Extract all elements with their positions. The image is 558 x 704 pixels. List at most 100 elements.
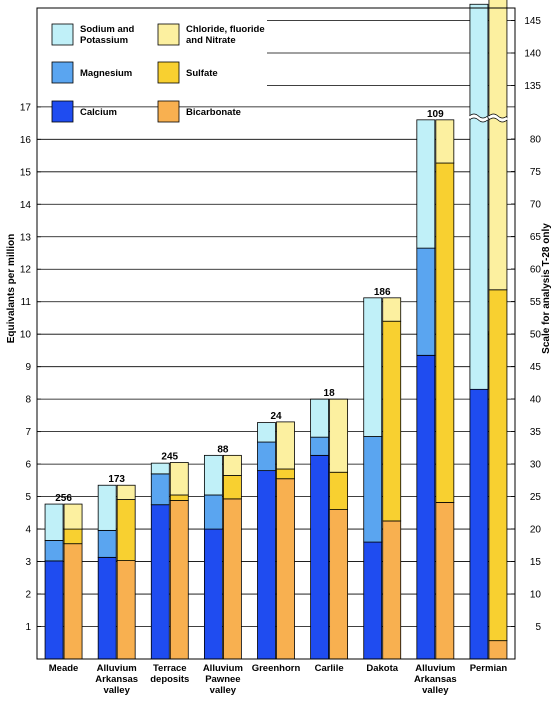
analysis-number-label: 24 xyxy=(270,411,282,422)
y2-tick-label: 35 xyxy=(530,427,542,438)
cation-bar-sodium-and-potassium xyxy=(150,462,170,475)
analysis-number-label: 245 xyxy=(161,451,178,462)
anion-bar-chloride-fluoride-and-nitrate xyxy=(222,454,242,476)
scale-break-mask xyxy=(468,114,489,122)
y2-tick-label: 25 xyxy=(530,492,542,503)
legend-label: Calcium xyxy=(80,107,117,118)
anion-bar-chloride-fluoride-and-nitrate xyxy=(435,119,455,164)
cation-bar-calcium xyxy=(257,470,276,660)
y2-tick-label: 65 xyxy=(530,232,542,243)
y-tick-label: 11 xyxy=(21,297,32,308)
cation-bar-calcium xyxy=(97,556,117,660)
anion-bar-chloride-fluoride-and-nitrate xyxy=(276,421,295,470)
category-label: Arkansas xyxy=(414,674,457,685)
y-tick-label: 13 xyxy=(20,232,32,243)
anion-bar-chloride-fluoride-and-nitrate xyxy=(63,503,83,530)
y2-tick-label: 40 xyxy=(530,395,542,406)
anion-bar-bicarbonate xyxy=(116,560,136,660)
legend-label: and Nitrate xyxy=(186,35,236,46)
legend-label: Magnesium xyxy=(80,68,132,79)
y2-tick-label: 75 xyxy=(530,167,542,178)
y-tick-label: 3 xyxy=(25,557,31,568)
scale-break-line xyxy=(488,117,508,123)
cation-bar-magnesium xyxy=(44,540,64,562)
anion-bar-bicarbonate xyxy=(382,520,402,660)
cation-bar-calcium xyxy=(363,541,383,660)
cation-bar-calcium xyxy=(44,560,64,660)
anion-bar-chloride-fluoride-and-nitrate xyxy=(382,297,402,322)
analysis-number-label: 88 xyxy=(217,444,229,455)
category-label: valley xyxy=(422,685,449,696)
legend-label: Chloride, fluoride xyxy=(186,24,265,35)
cation-bar-sodium-and-potassium xyxy=(310,398,330,438)
anion-bar-sulfate xyxy=(329,471,349,510)
category-label: Alluvium xyxy=(415,663,455,674)
anion-bar-bicarbonate xyxy=(169,500,189,660)
y2-tick-label: 10 xyxy=(530,590,542,601)
anion-bar-chloride-fluoride-and-nitrate xyxy=(169,462,189,496)
bar-labels: 256Meade173AlluviumArkansasvalley245Terr… xyxy=(49,109,508,696)
y-axis-title: Equivalants per million xyxy=(6,234,17,343)
y2-tick-label: 70 xyxy=(530,200,542,211)
category-label: Dakota xyxy=(366,663,398,674)
legend-swatch xyxy=(51,61,74,84)
y-tick-label: 7 xyxy=(25,427,31,438)
y-tick-label: 6 xyxy=(25,460,31,471)
cation-bar-sodium-and-potassium xyxy=(44,503,64,541)
legend-swatch xyxy=(51,100,74,123)
anion-bar-bicarbonate xyxy=(488,640,508,660)
category-label: Alluvium xyxy=(203,663,243,674)
y-tick-label: 12 xyxy=(20,265,32,276)
analysis-number-label: 186 xyxy=(374,287,391,298)
anion-bar-chloride-fluoride-and-nitrate xyxy=(116,484,136,500)
anion-bar-sulfate xyxy=(435,162,455,503)
y2-tick-label: 140 xyxy=(524,49,541,60)
cation-bar-sodium-and-potassium xyxy=(363,297,383,437)
cation-bar-sodium-and-potassium xyxy=(257,422,276,443)
anion-bar-sulfate xyxy=(488,289,508,642)
cation-bar-calcium xyxy=(150,504,170,660)
category-label: Meade xyxy=(49,663,79,674)
legend-label: Potassium xyxy=(80,35,128,46)
scale-break-line xyxy=(469,117,488,123)
category-label: valley xyxy=(210,685,237,696)
cation-bar-sodium-and-potassium xyxy=(416,119,436,249)
anion-bar-sulfate xyxy=(116,499,136,561)
y2-tick-label: 50 xyxy=(530,330,542,341)
category-label: Arkansas xyxy=(95,674,138,685)
analysis-number-label: 256 xyxy=(55,493,72,504)
anion-bar-bicarbonate xyxy=(276,478,295,660)
scale-break-line xyxy=(488,113,508,119)
anion-bar-sulfate xyxy=(222,475,242,500)
cation-bar-magnesium xyxy=(203,494,223,530)
y2-tick-label: 60 xyxy=(530,265,542,276)
y-tick-label: 10 xyxy=(20,330,32,341)
cation-bar-sodium-and-potassium xyxy=(469,3,489,390)
y2-tick-label: 15 xyxy=(530,557,542,568)
category-label: Permian xyxy=(470,663,508,674)
cation-bar-magnesium xyxy=(416,247,436,356)
legend-swatch xyxy=(157,61,180,84)
gridlines xyxy=(37,20,515,627)
legend-label: Sulfate xyxy=(186,68,218,79)
analysis-number-label: 173 xyxy=(108,474,125,485)
y2-tick-label: 20 xyxy=(530,525,542,536)
bars xyxy=(44,0,508,660)
anion-bar-bicarbonate xyxy=(63,543,83,660)
scale-break-mask xyxy=(487,114,508,122)
anion-bar-chloride-fluoride-and-nitrate xyxy=(488,0,508,291)
y2-tick-label: 135 xyxy=(524,81,541,92)
cation-bar-calcium xyxy=(416,354,436,660)
cation-bar-magnesium xyxy=(363,436,383,543)
category-label: deposits xyxy=(150,674,189,685)
category-label: Pawnee xyxy=(205,674,240,685)
cation-bar-magnesium xyxy=(310,436,330,456)
anion-bar-sulfate xyxy=(276,468,295,480)
y-tick-label: 4 xyxy=(25,525,31,536)
analysis-number-label: 109 xyxy=(427,109,444,120)
legend-swatch xyxy=(157,23,180,46)
y2-tick-label: 55 xyxy=(530,297,542,308)
y-tick-label: 17 xyxy=(20,102,32,113)
y2-tick-label: 5 xyxy=(535,622,541,633)
cation-bar-calcium xyxy=(310,454,330,660)
